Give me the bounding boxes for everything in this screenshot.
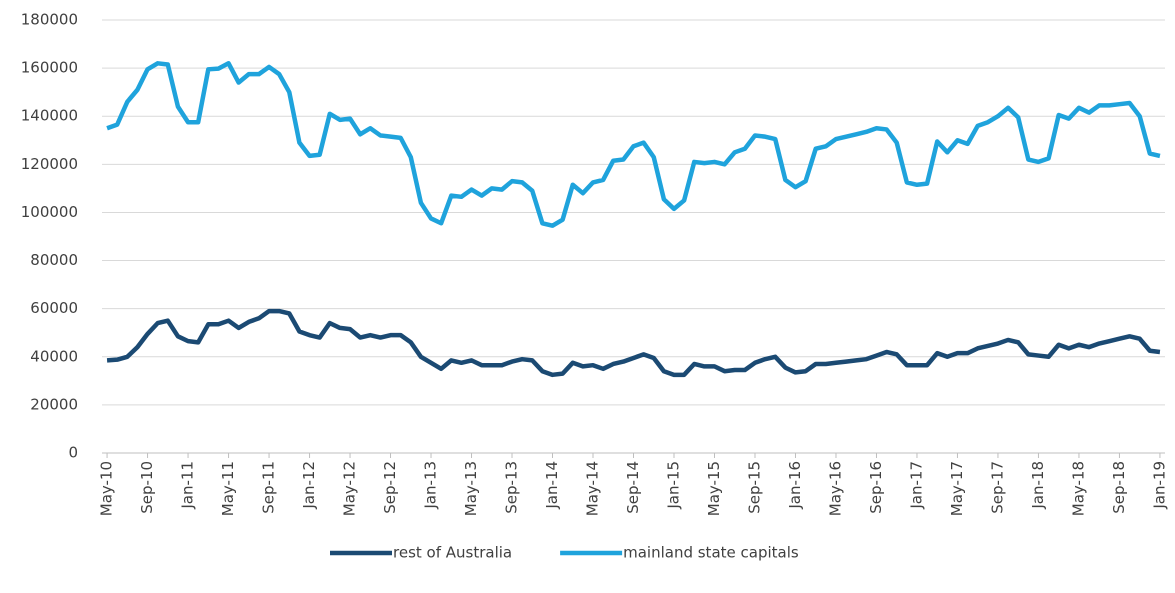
x-tick-label: Jan-12 [300,461,318,510]
y-tick-label: 60000 [30,299,78,317]
x-tick-label: May-15 [705,461,723,516]
x-tick-label: May-13 [462,461,480,516]
y-tick-label: 100000 [21,203,78,221]
x-tick-label: Sep-10 [138,461,156,514]
y-tick-label: 160000 [21,59,78,77]
x-tick-label: Jan-19 [1150,461,1168,510]
x-tick-label: Jan-11 [179,461,197,510]
x-tick-label: Jan-18 [1029,461,1047,510]
x-tick-label: May-12 [341,461,359,516]
x-tick-label: Sep-14 [624,461,642,514]
x-tick-label: Jan-17 [907,461,925,510]
x-tick-label: May-17 [948,461,966,516]
x-tick-label: Jan-14 [543,461,561,510]
legend-label: rest of Australia [393,544,512,562]
x-tick-label: May-10 [98,461,116,516]
x-tick-label: Sep-12 [381,461,399,514]
x-tick-label: May-11 [219,461,237,516]
x-tick-label: Sep-11 [260,461,278,514]
legend-label: mainland state capitals [623,544,799,562]
x-tick-label: Jan-13 [422,461,440,510]
y-tick-label: 120000 [21,155,78,173]
y-tick-label: 80000 [30,251,78,269]
y-tick-label: 140000 [21,107,78,125]
x-tick-label: Sep-16 [867,461,885,514]
x-tick-label: Sep-18 [1110,461,1128,514]
series-line [106,61,1161,228]
y-tick-label: 180000 [21,11,78,29]
x-tick-label: May-18 [1069,461,1087,516]
x-tick-label: Jan-15 [664,461,682,510]
x-tick-label: Sep-17 [988,461,1006,514]
y-tick-label: 0 [68,444,78,462]
x-tick-label: Sep-15 [745,461,763,514]
x-tick-label: May-14 [584,461,602,516]
x-tick-label: May-16 [826,461,844,516]
x-tick-label: Jan-16 [786,461,804,510]
x-tick-label: Sep-13 [503,461,521,514]
y-tick-label: 40000 [30,347,78,365]
y-tick-label: 20000 [30,395,78,413]
series-line [106,308,1161,378]
